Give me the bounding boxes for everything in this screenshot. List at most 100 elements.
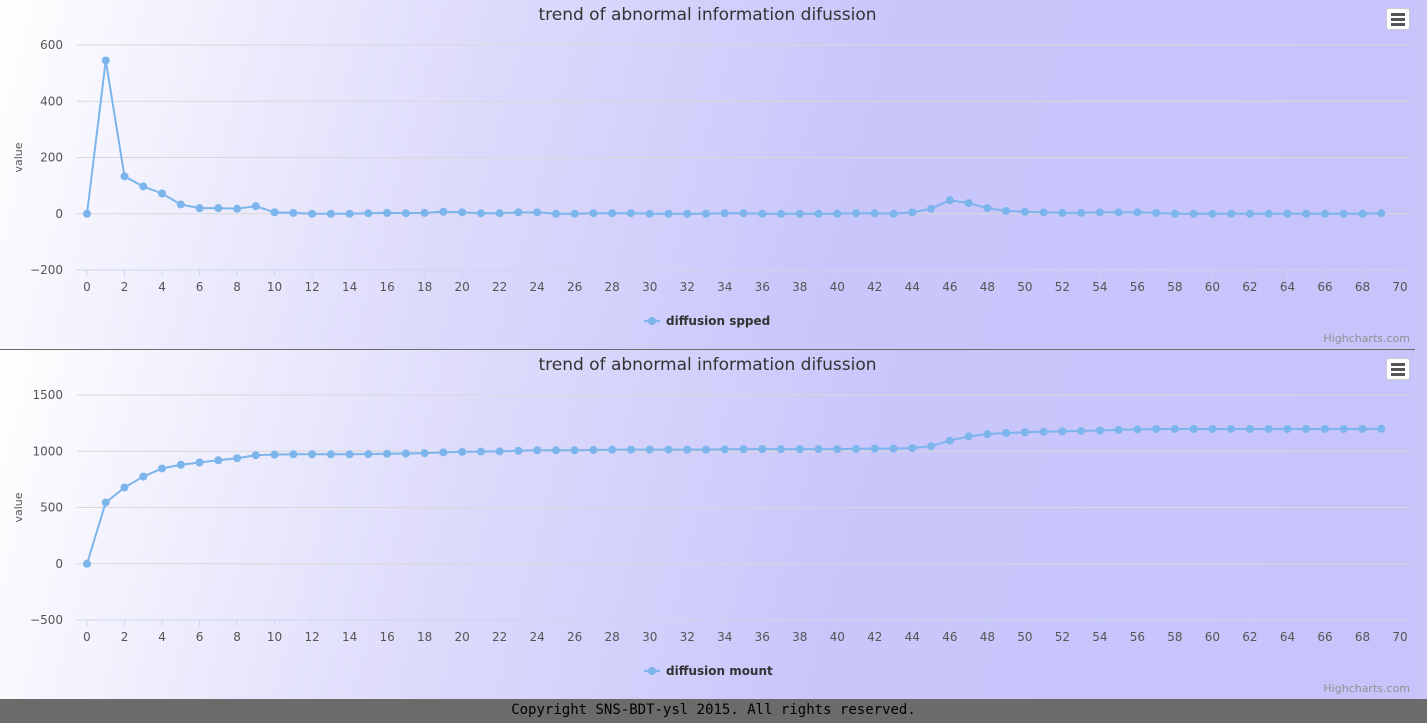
data-point[interactable]	[927, 442, 936, 451]
data-point[interactable]	[1058, 208, 1067, 217]
page-scrollbar[interactable]	[1415, 0, 1427, 699]
data-point[interactable]	[176, 200, 185, 209]
data-point[interactable]	[983, 430, 992, 439]
data-point[interactable]	[626, 209, 635, 218]
data-point[interactable]	[1114, 208, 1123, 217]
data-point[interactable]	[683, 209, 692, 218]
highcharts-credits-link[interactable]: Highcharts.com	[1323, 332, 1410, 345]
data-point[interactable]	[739, 209, 748, 218]
data-point[interactable]	[1264, 209, 1273, 218]
legend-item[interactable]: diffusion mount	[644, 664, 773, 678]
data-point[interactable]	[908, 444, 917, 453]
data-point[interactable]	[645, 445, 654, 454]
data-point[interactable]	[570, 209, 579, 218]
data-point[interactable]	[458, 447, 467, 456]
data-point[interactable]	[1208, 209, 1217, 218]
highcharts-credits-link[interactable]: Highcharts.com	[1323, 682, 1410, 695]
data-point[interactable]	[139, 182, 148, 191]
data-point[interactable]	[1377, 424, 1386, 433]
data-point[interactable]	[270, 208, 279, 217]
data-point[interactable]	[1377, 209, 1386, 218]
data-point[interactable]	[214, 204, 223, 213]
data-point[interactable]	[795, 209, 804, 218]
data-point[interactable]	[1358, 424, 1367, 433]
data-point[interactable]	[1095, 208, 1104, 217]
data-point[interactable]	[308, 209, 317, 218]
data-point[interactable]	[439, 448, 448, 457]
data-point[interactable]	[120, 483, 129, 492]
data-point[interactable]	[1077, 427, 1086, 435]
data-point[interactable]	[870, 209, 879, 218]
data-point[interactable]	[1245, 209, 1254, 218]
data-point[interactable]	[401, 209, 410, 218]
data-point[interactable]	[1189, 424, 1198, 433]
data-point[interactable]	[777, 209, 786, 218]
data-point[interactable]	[908, 208, 917, 217]
data-point[interactable]	[701, 209, 710, 218]
data-point[interactable]	[345, 209, 354, 218]
data-point[interactable]	[383, 208, 392, 217]
data-point[interactable]	[1002, 429, 1011, 438]
data-point[interactable]	[1339, 209, 1348, 218]
data-point[interactable]	[1227, 209, 1236, 218]
data-point[interactable]	[927, 204, 936, 213]
data-point[interactable]	[1133, 425, 1142, 434]
data-point[interactable]	[383, 449, 392, 458]
data-point[interactable]	[833, 445, 842, 454]
chart-context-menu-button[interactable]	[1386, 358, 1410, 380]
data-point[interactable]	[852, 444, 861, 453]
data-point[interactable]	[1020, 207, 1029, 216]
data-point[interactable]	[945, 196, 954, 205]
data-point[interactable]	[833, 209, 842, 218]
data-point[interactable]	[364, 209, 373, 218]
data-point[interactable]	[326, 450, 335, 459]
data-point[interactable]	[1320, 209, 1329, 218]
data-point[interactable]	[551, 209, 560, 218]
data-point[interactable]	[795, 445, 804, 454]
data-point[interactable]	[401, 449, 410, 458]
data-point[interactable]	[1339, 424, 1348, 433]
data-point[interactable]	[1283, 424, 1292, 433]
data-point[interactable]	[1283, 209, 1292, 218]
data-point[interactable]	[533, 446, 542, 455]
data-point[interactable]	[589, 446, 598, 455]
data-point[interactable]	[101, 56, 110, 65]
data-point[interactable]	[83, 559, 91, 568]
data-point[interactable]	[570, 446, 579, 455]
data-point[interactable]	[420, 208, 429, 217]
data-point[interactable]	[1020, 428, 1029, 437]
data-point[interactable]	[1058, 427, 1067, 436]
data-point[interactable]	[495, 209, 504, 218]
data-point[interactable]	[683, 445, 692, 454]
data-point[interactable]	[101, 498, 110, 507]
data-point[interactable]	[608, 209, 617, 218]
data-point[interactable]	[701, 445, 710, 454]
data-point[interactable]	[364, 450, 373, 459]
data-point[interactable]	[814, 445, 823, 454]
legend-item[interactable]: diffusion spped	[644, 314, 770, 328]
data-point[interactable]	[889, 444, 898, 453]
data-point[interactable]	[289, 208, 298, 217]
data-point[interactable]	[1170, 424, 1179, 433]
data-point[interactable]	[176, 460, 185, 469]
data-point[interactable]	[251, 451, 260, 460]
data-point[interactable]	[964, 432, 973, 441]
data-point[interactable]	[1208, 424, 1217, 433]
data-point[interactable]	[1114, 425, 1123, 434]
data-point[interactable]	[233, 454, 242, 463]
data-point[interactable]	[551, 446, 560, 455]
data-point[interactable]	[1152, 424, 1161, 433]
data-point[interactable]	[533, 208, 542, 217]
data-point[interactable]	[852, 209, 861, 218]
data-point[interactable]	[1320, 424, 1329, 433]
data-point[interactable]	[270, 450, 279, 459]
data-point[interactable]	[964, 199, 973, 208]
data-point[interactable]	[1133, 208, 1142, 217]
data-point[interactable]	[214, 456, 223, 465]
data-point[interactable]	[420, 449, 429, 458]
data-point[interactable]	[458, 208, 467, 217]
data-point[interactable]	[870, 444, 879, 453]
data-point[interactable]	[758, 445, 767, 454]
data-point[interactable]	[158, 464, 167, 473]
data-point[interactable]	[1227, 424, 1236, 433]
